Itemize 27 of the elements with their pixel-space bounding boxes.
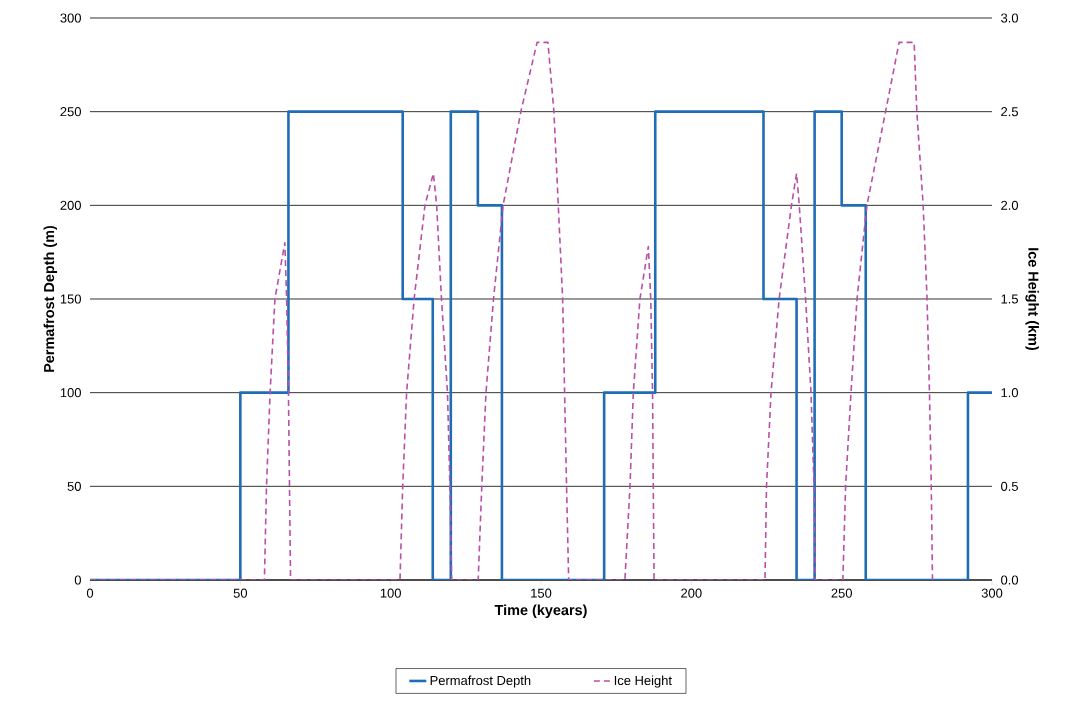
y-axis-title: Permafrost Depth (m): [43, 225, 58, 372]
y-tick-label: 250: [60, 107, 81, 117]
y-tick-label: 100: [60, 388, 81, 398]
x-tick-label: 150: [531, 588, 552, 598]
y2-tick-label: 1.5: [1001, 294, 1018, 304]
y-tick-label: 150: [60, 294, 81, 304]
x-tick-label: 100: [380, 588, 401, 598]
y-tick-label: 300: [60, 13, 81, 23]
line-series: [90, 41, 934, 580]
legend-label: Ice Height: [614, 675, 672, 688]
x-tick-label: 250: [831, 588, 852, 598]
y2-tick-label: 0.0: [1001, 575, 1019, 585]
y2-tick-label: 2.0: [1001, 200, 1019, 210]
y2-tick-label: 0.5: [1001, 481, 1018, 491]
y-tick-label: 50: [67, 481, 81, 491]
x-tick-label: 300: [981, 588, 1003, 598]
x-axis-title: Time (kyears): [494, 604, 587, 618]
y2-tick-label: 3.0: [1001, 13, 1019, 23]
x-tick-label: 0: [86, 588, 94, 598]
x-tick-label: 50: [233, 588, 248, 598]
y-tick-label: 0: [74, 575, 81, 585]
y2-tick-label: 1.0: [1001, 388, 1019, 398]
x-tick-label: 200: [681, 588, 702, 598]
legend-label: Permafrost Depth: [430, 675, 531, 688]
y2-axis-title: Ice Height (km): [1025, 248, 1039, 351]
y-tick-label: 200: [60, 200, 81, 210]
y2-tick-label: 2.5: [1001, 107, 1018, 117]
